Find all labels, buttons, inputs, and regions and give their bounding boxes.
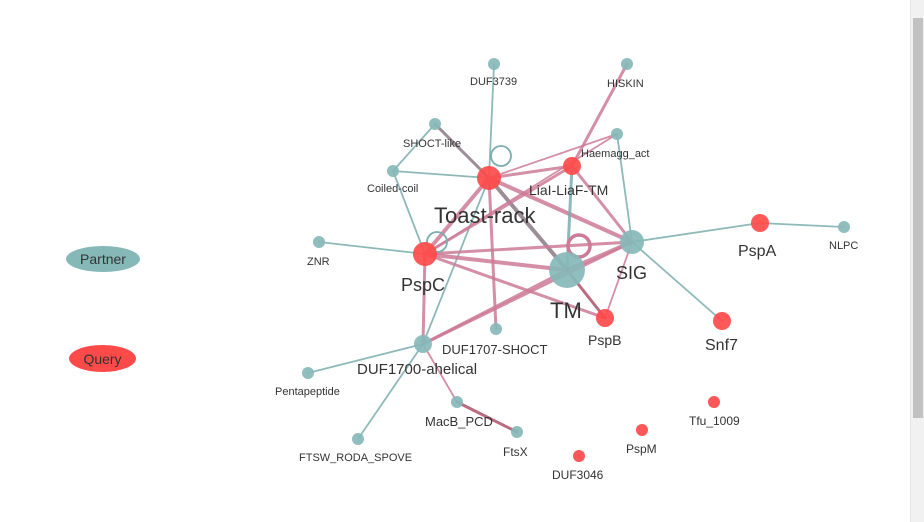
node-label-pspc: PspC [401, 275, 445, 295]
edge-toast-tm [487, 176, 569, 272]
node-duf3739[interactable] [488, 58, 500, 70]
edge-toast-lial [487, 164, 574, 180]
scrollbar-thumb[interactable] [913, 18, 923, 418]
node-label-duf3046: DUF3046 [552, 468, 604, 482]
edge-toast-coil [392, 170, 490, 179]
edge-sig-pspa [631, 222, 761, 243]
edge-sig-snf7 [631, 241, 723, 322]
node-penta[interactable] [302, 367, 314, 379]
edge-sig-haem [616, 133, 633, 243]
node-label-macb: MacB_PCD [425, 414, 493, 429]
node-shoct[interactable] [429, 118, 441, 130]
edge-toast-sig [487, 176, 634, 244]
edge-toast-pspc [423, 176, 491, 256]
edge-duf1700-penta [307, 343, 424, 374]
edge-sig-pspb [604, 241, 633, 319]
node-sig[interactable] [620, 230, 644, 254]
node-label-shoct: SHOCT-like [403, 138, 461, 150]
node-duf1700[interactable] [414, 335, 432, 353]
node-haem[interactable] [611, 128, 623, 140]
node-ftsw[interactable] [352, 433, 364, 445]
edge-pspa-nlpc [759, 222, 845, 228]
node-label-nlpc: NLPC [829, 240, 858, 252]
edge-toast-duf1700 [422, 177, 490, 345]
edge-toast-duf1707 [487, 176, 498, 331]
node-ftsx[interactable] [511, 426, 523, 438]
node-hiskin[interactable] [621, 58, 633, 70]
vertical-scrollbar[interactable] [910, 0, 924, 522]
node-label-pspa: PspA [738, 243, 777, 260]
legend-query-label: Query [83, 350, 122, 367]
edge-macb-ftsx [455, 400, 519, 434]
node-label-tm: TM [550, 298, 582, 323]
node-macb[interactable] [451, 396, 463, 408]
edge-toast-duf3739 [488, 63, 495, 179]
node-pspc[interactable] [413, 242, 437, 266]
node-pspb[interactable] [596, 309, 614, 327]
node-snf7[interactable] [713, 312, 731, 330]
edge-pspc-pspb [423, 252, 607, 320]
edge-pspc-haem [424, 133, 618, 255]
labels-layer: Toast-rack LiaI-LiaF-TM PspC TM SIG PspA NLPC P… [275, 76, 858, 482]
node-label-duf3739: DUF3739 [470, 76, 517, 88]
self-loop-pspc [426, 231, 448, 253]
node-label-lial: LiaI-LiaF-TM [529, 182, 608, 198]
node-label-sig: SIG [616, 263, 647, 283]
node-nlpc[interactable] [838, 221, 850, 233]
node-label-toast: Toast-rack [434, 203, 536, 228]
node-pspa[interactable] [751, 214, 769, 232]
node-lial[interactable] [563, 157, 581, 175]
edge-pspc-duf1700 [421, 252, 427, 346]
edge-pspc-sig [423, 240, 634, 256]
node-label-haem: Haemagg_act [581, 148, 650, 160]
node-tfu[interactable] [708, 396, 720, 408]
legend-partner: Partner [66, 246, 140, 272]
edge-shoct-coil [392, 123, 436, 172]
node-label-znr: ZNR [307, 256, 330, 268]
legend-partner-label: Partner [80, 251, 126, 267]
edge-pspc-znr [318, 241, 426, 255]
edge-pspc-coil [392, 170, 426, 255]
edge-toast-haem [488, 133, 618, 179]
node-label-tfu: Tfu_1009 [689, 414, 740, 428]
node-duf3046[interactable] [573, 450, 585, 462]
node-label-duf1700: DUF1700-ahelical [357, 361, 477, 378]
node-tm[interactable] [549, 252, 585, 288]
node-label-pspb: PspB [588, 332, 621, 348]
node-label-hiskin: HISKIN [607, 78, 644, 90]
node-label-penta: Pentapeptide [275, 386, 340, 398]
edge-duf1700-macb [422, 343, 458, 403]
node-label-duf1707: DUF1707-SHOCT [442, 342, 548, 357]
self-loop-toast [490, 145, 512, 167]
node-label-coil: Coiled-coil [367, 183, 418, 195]
edge-toast-shoct [433, 122, 491, 180]
node-toast[interactable] [477, 166, 501, 190]
node-pspm[interactable] [636, 424, 648, 436]
node-label-ftsx: FtsX [503, 445, 528, 459]
edge-pspc-tm [423, 252, 569, 272]
node-label-snf7: Snf7 [705, 337, 738, 354]
legend-query: Query [69, 345, 136, 372]
node-label-ftsw: FTSW_RODA_SPOVE [299, 452, 412, 464]
nodes-layer [302, 58, 850, 462]
edge-lial-sig [570, 164, 634, 244]
edge-duf1700-ftsw [357, 343, 424, 440]
node-label-pspm: PspM [626, 442, 657, 456]
node-coil[interactable] [387, 165, 399, 177]
edge-sig-duf1700 [421, 240, 634, 346]
node-znr[interactable] [313, 236, 325, 248]
edge-lial-hiskin [570, 62, 629, 168]
node-duf1707[interactable] [490, 323, 502, 335]
